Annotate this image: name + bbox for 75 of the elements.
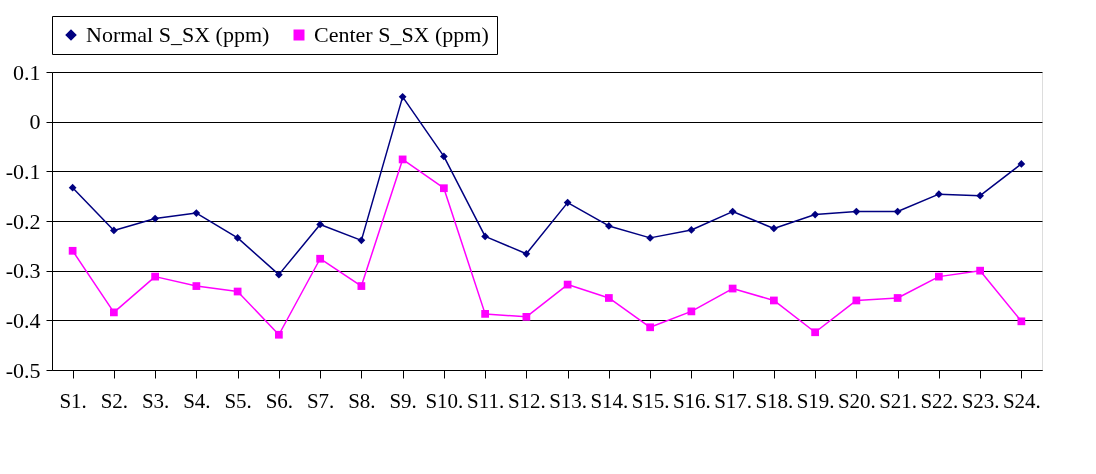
x-tick-label: S7. [306, 388, 335, 413]
x-tick-label: S23. [961, 388, 1000, 413]
point [646, 323, 654, 332]
x-tick-label: S2. [100, 388, 129, 413]
x-tick-label: S1. [59, 388, 87, 413]
y-tick-label: -0.1 [5, 158, 41, 184]
x-tick-label: S6. [265, 388, 294, 413]
point [522, 312, 531, 321]
y-tick-label: 0.1 [13, 59, 41, 85]
point [192, 209, 201, 217]
y-tick-label: -0.2 [5, 208, 41, 234]
x-tick-label: S4. [183, 388, 211, 413]
point [563, 198, 572, 207]
x-tick-label: S16. [672, 388, 711, 413]
x-tick-label: S5. [224, 388, 252, 413]
x-tick-label: S3. [141, 388, 170, 413]
point [770, 224, 778, 233]
x-tick-label: S22. [920, 388, 959, 413]
x-tick-label: S15. [631, 388, 670, 413]
point [68, 183, 77, 192]
point [811, 210, 819, 219]
point [1017, 317, 1026, 326]
point [316, 220, 324, 229]
point [728, 207, 737, 216]
y-tick-label: -0.3 [5, 258, 41, 284]
point [316, 254, 324, 263]
point [481, 232, 489, 241]
x-tick-label: S20. [837, 388, 876, 413]
x-tick-label: S18. [755, 388, 794, 413]
point [110, 226, 118, 235]
point [811, 328, 819, 337]
point [522, 249, 531, 258]
point [151, 214, 159, 223]
point [976, 191, 984, 200]
x-tick-label: S10. [425, 388, 464, 413]
point [233, 234, 242, 242]
point [151, 272, 159, 281]
point [976, 266, 984, 275]
point [481, 310, 489, 318]
x-tick-label: S12. [507, 388, 546, 413]
point [687, 226, 696, 234]
x-tick-label: S9. [389, 388, 417, 413]
point [110, 308, 118, 317]
point [275, 270, 283, 279]
x-tick-label: S21. [879, 388, 918, 413]
point [605, 294, 613, 302]
point [192, 282, 201, 290]
point [893, 207, 902, 216]
x-tick-label: S19. [796, 388, 835, 413]
point [68, 246, 77, 255]
point [935, 190, 943, 199]
y-tick-label: 0 [29, 109, 41, 135]
x-tick-label: S24. [1002, 388, 1041, 413]
point [605, 222, 613, 230]
point [770, 296, 778, 305]
point [440, 184, 448, 193]
point [398, 92, 407, 101]
point [440, 152, 448, 161]
x-tick-label: S8. [348, 388, 376, 413]
legend-label: Normal S_SX (ppm) [86, 22, 270, 47]
y-tick-label: -0.5 [5, 357, 41, 383]
legend-label: Center S_SX (ppm) [314, 22, 489, 47]
x-tick-label: S13. [549, 388, 588, 413]
point [357, 282, 366, 290]
point [852, 207, 861, 216]
point [893, 294, 902, 302]
x-tick-label: S14. [590, 388, 629, 413]
y-tick-label: -0.4 [5, 307, 41, 333]
point [275, 330, 283, 339]
point [1017, 160, 1026, 168]
point [646, 234, 654, 242]
x-tick-label: S17. [714, 388, 753, 413]
point [357, 236, 366, 245]
x-tick-label: S11. [467, 388, 505, 413]
point [935, 272, 943, 281]
